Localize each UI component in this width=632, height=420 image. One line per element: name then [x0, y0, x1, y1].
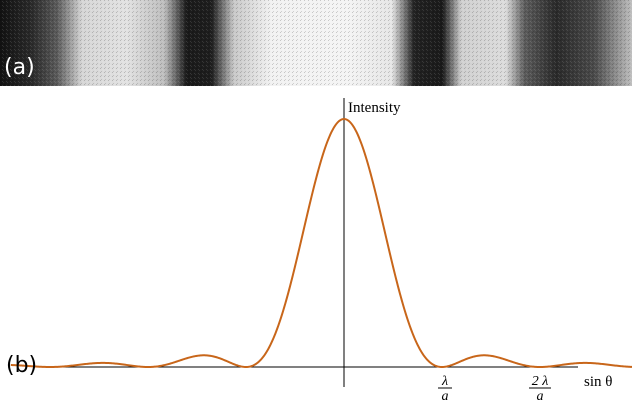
intensity-curve [10, 117, 632, 369]
panel-a-label: (a) [4, 55, 35, 80]
tick-lambda-over-a: λ a [438, 374, 452, 404]
tick-2lambda-over-a: 2 λ a [529, 374, 551, 404]
intensity-plot: Intensity sin θ λ a 2 λ a [10, 98, 632, 404]
tick-2-denominator: a [537, 389, 544, 404]
diffraction-pattern-photo [0, 0, 632, 86]
tick-2-numerator: 2 λ [532, 374, 549, 389]
x-axis-label: sin θ [584, 374, 612, 390]
y-axis-label: Intensity [348, 100, 401, 116]
tick-1-numerator: λ [441, 374, 448, 389]
tick-1-denominator: a [442, 389, 449, 404]
panel-b-label: (b) [6, 353, 38, 378]
